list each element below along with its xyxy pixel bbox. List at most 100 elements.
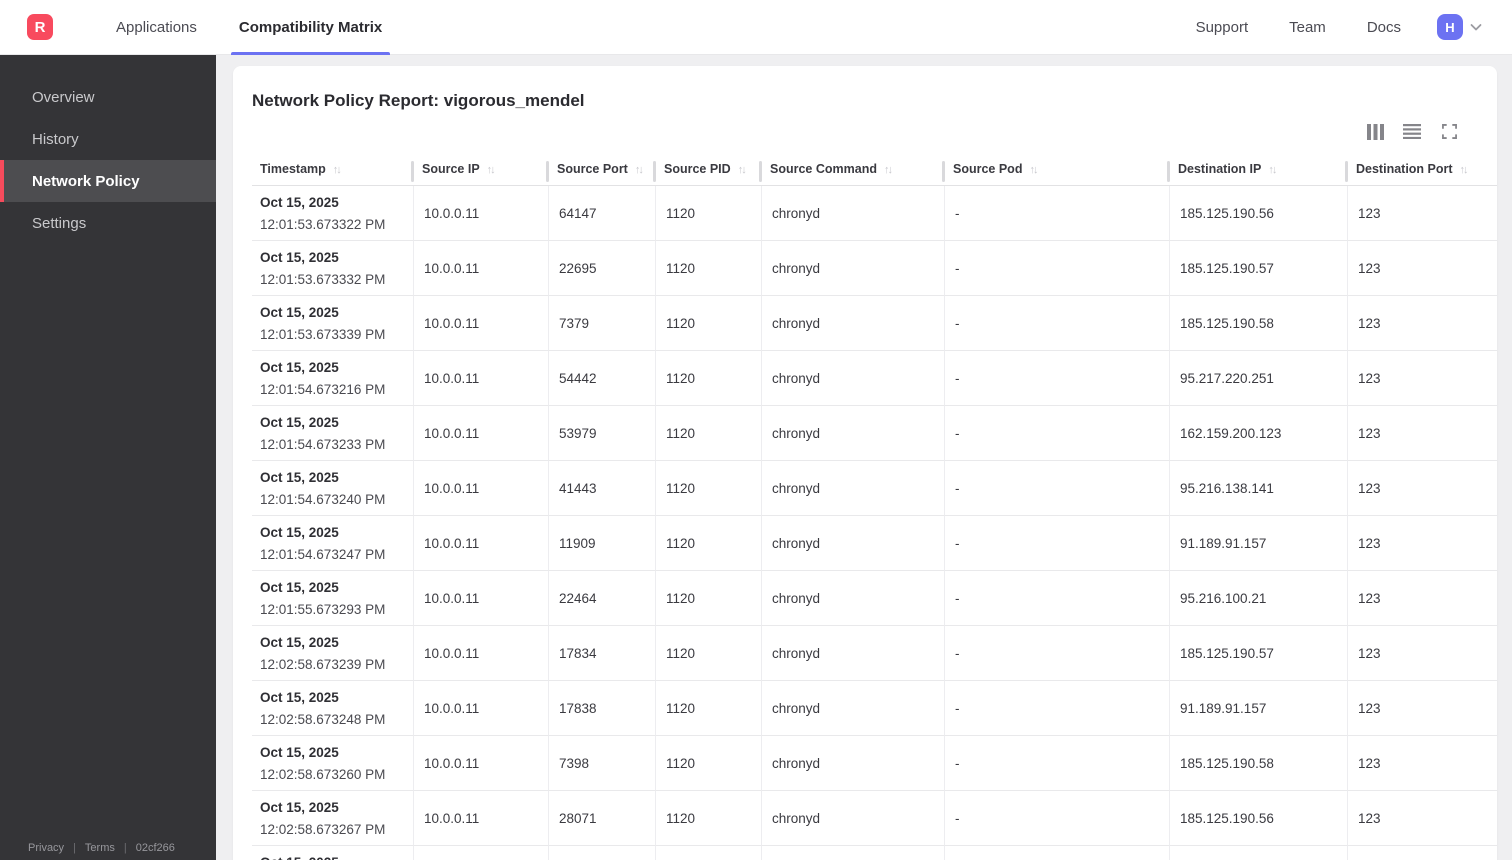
- source-port-cell: 7398: [549, 736, 656, 791]
- column-header[interactable]: Destination IP ↑↓: [1170, 160, 1348, 186]
- sidebar-item[interactable]: Settings: [32, 214, 87, 232]
- nav-tab[interactable]: Applications: [116, 18, 197, 36]
- source-pid-cell: [656, 846, 762, 860]
- destination-port-cell: 123: [1348, 516, 1497, 571]
- terms-link[interactable]: Terms: [84, 842, 115, 854]
- column-resize-handle[interactable]: [1167, 161, 1170, 182]
- sort-icon[interactable]: ↑↓: [332, 164, 342, 176]
- sort-icon[interactable]: ↑↓: [883, 164, 893, 176]
- column-header[interactable]: Source Port ↑↓: [549, 160, 656, 186]
- source-command-cell: chronyd: [762, 791, 945, 846]
- nav-link[interactable]: Support: [1195, 18, 1249, 36]
- sort-icon[interactable]: ↑↓: [486, 164, 496, 176]
- nav-link[interactable]: Team: [1289, 18, 1326, 36]
- source-port-cell: 41443: [549, 461, 656, 516]
- timestamp-cell: Oct 15, 2025 12:02:58.673239 PM: [252, 626, 414, 681]
- column-header[interactable]: Timestamp ↑↓: [252, 160, 414, 186]
- source-pod-cell: -: [945, 186, 1170, 241]
- source-command-cell: chronyd: [762, 626, 945, 681]
- column-header[interactable]: Source Command ↑↓: [762, 160, 945, 186]
- source-port-cell: 22464: [549, 571, 656, 626]
- column-resize-handle[interactable]: [1345, 161, 1348, 182]
- source-pid-cell: 1120: [656, 736, 762, 791]
- column-header[interactable]: Source PID ↑↓: [656, 160, 762, 186]
- destination-ip-cell: 91.189.91.157: [1170, 516, 1348, 571]
- destination-port-cell: 123: [1348, 461, 1497, 516]
- table-header-row: Timestamp ↑↓ Source IP ↑↓ Source Port ↑↓ So…: [252, 160, 1497, 186]
- source-pid-cell: 1120: [656, 626, 762, 681]
- row-date: Oct 15, 2025: [260, 250, 339, 265]
- source-ip-cell: 10.0.0.11: [414, 736, 549, 791]
- source-pod-cell: -: [945, 351, 1170, 406]
- column-header-label: Destination IP: [1178, 162, 1262, 176]
- source-command-cell: chronyd: [762, 296, 945, 351]
- footer-divider: |: [123, 842, 127, 854]
- source-port-cell: 17834: [549, 626, 656, 681]
- sort-icon[interactable]: ↑↓: [1268, 164, 1277, 176]
- app-logo[interactable]: R: [27, 14, 53, 40]
- column-resize-handle[interactable]: [546, 161, 549, 182]
- source-ip-cell: 10.0.0.11: [414, 461, 549, 516]
- destination-ip-cell: [1170, 846, 1348, 860]
- destination-port-cell: 123: [1348, 681, 1497, 736]
- column-header[interactable]: Source IP ↑↓: [414, 160, 549, 186]
- list-view-button[interactable]: [1403, 123, 1421, 140]
- chevron-down-icon: [1470, 24, 1482, 31]
- destination-ip-cell: 185.125.190.57: [1170, 241, 1348, 296]
- timestamp-cell: Oct 15, 2025 12:01:54.673216 PM: [252, 351, 414, 406]
- destination-port-cell: 123: [1348, 241, 1497, 296]
- table-row: Oct 15, 2025 12:01:53.673322 PM 10.0.0.1…: [252, 186, 1497, 241]
- fullscreen-icon: [1441, 124, 1457, 139]
- column-resize-handle[interactable]: [411, 161, 414, 182]
- destination-ip-cell: 95.216.138.141: [1170, 461, 1348, 516]
- table-row: Oct 15, 2025 12:01:54.673233 PM 10.0.0.1…: [252, 406, 1497, 461]
- columns-view-icon: [1366, 123, 1384, 140]
- source-pod-cell: -: [945, 791, 1170, 846]
- row-time: 12:01:53.673332 PM: [260, 272, 386, 287]
- column-resize-handle[interactable]: [653, 161, 656, 182]
- source-command-cell: chronyd: [762, 241, 945, 296]
- user-menu-toggle[interactable]: [1468, 19, 1484, 35]
- sort-icon[interactable]: ↑↓: [737, 164, 747, 176]
- column-header-label: Source Port: [557, 162, 628, 176]
- source-command-cell: chronyd: [762, 351, 945, 406]
- source-pid-cell: 1120: [656, 186, 762, 241]
- table-row: Oct 15, 2025 12:01:54.673240 PM 10.0.0.1…: [252, 461, 1497, 516]
- fullscreen-button[interactable]: [1440, 123, 1458, 140]
- source-pod-cell: -: [945, 296, 1170, 351]
- sidebar-item[interactable]: Overview: [32, 88, 95, 106]
- source-ip-cell: 10.0.0.11: [414, 186, 549, 241]
- source-pod-cell: [945, 846, 1170, 860]
- column-header[interactable]: Source Pod ↑↓: [945, 160, 1170, 186]
- source-pod-cell: -: [945, 516, 1170, 571]
- sidebar-footer: Privacy | Terms | 02cf266: [28, 842, 175, 854]
- column-header[interactable]: Destination Port ↑↓: [1348, 160, 1497, 186]
- source-pod-cell: -: [945, 241, 1170, 296]
- row-date: Oct 15, 2025: [260, 690, 339, 705]
- sort-icon[interactable]: ↑↓: [634, 164, 644, 176]
- destination-ip-cell: 185.125.190.56: [1170, 186, 1348, 241]
- column-resize-handle[interactable]: [759, 161, 762, 182]
- sidebar-item[interactable]: History: [32, 130, 79, 148]
- columns-view-button[interactable]: [1366, 123, 1384, 140]
- sidebar-item[interactable]: Network Policy: [0, 160, 216, 202]
- source-ip-cell: 10.0.0.11: [414, 516, 549, 571]
- source-command-cell: chronyd: [762, 406, 945, 461]
- sort-icon[interactable]: ↑↓: [1029, 164, 1038, 176]
- sort-icon[interactable]: ↑↓: [1459, 164, 1469, 176]
- destination-ip-cell: 162.159.200.123: [1170, 406, 1348, 461]
- row-time: 12:01:54.673233 PM: [260, 437, 386, 452]
- privacy-link[interactable]: Privacy: [28, 842, 65, 854]
- timestamp-cell: Oct 15, 2025 12:01:55.673293 PM: [252, 571, 414, 626]
- column-header-label: Source IP: [422, 162, 480, 176]
- source-pid-cell: 1120: [656, 571, 762, 626]
- column-resize-handle[interactable]: [942, 161, 945, 182]
- table-row: Oct 15, 2025 12:02:58.673248 PM 10.0.0.1…: [252, 681, 1497, 736]
- user-avatar[interactable]: H: [1437, 14, 1463, 40]
- nav-tab[interactable]: Compatibility Matrix: [230, 0, 391, 55]
- nav-link[interactable]: Docs: [1366, 18, 1401, 36]
- table-row: Oct 15, 2025 12:02:58.673267 PM 10.0.0.1…: [252, 791, 1497, 846]
- source-command-cell: [762, 846, 945, 860]
- source-command-cell: chronyd: [762, 516, 945, 571]
- source-port-cell: 53979: [549, 406, 656, 461]
